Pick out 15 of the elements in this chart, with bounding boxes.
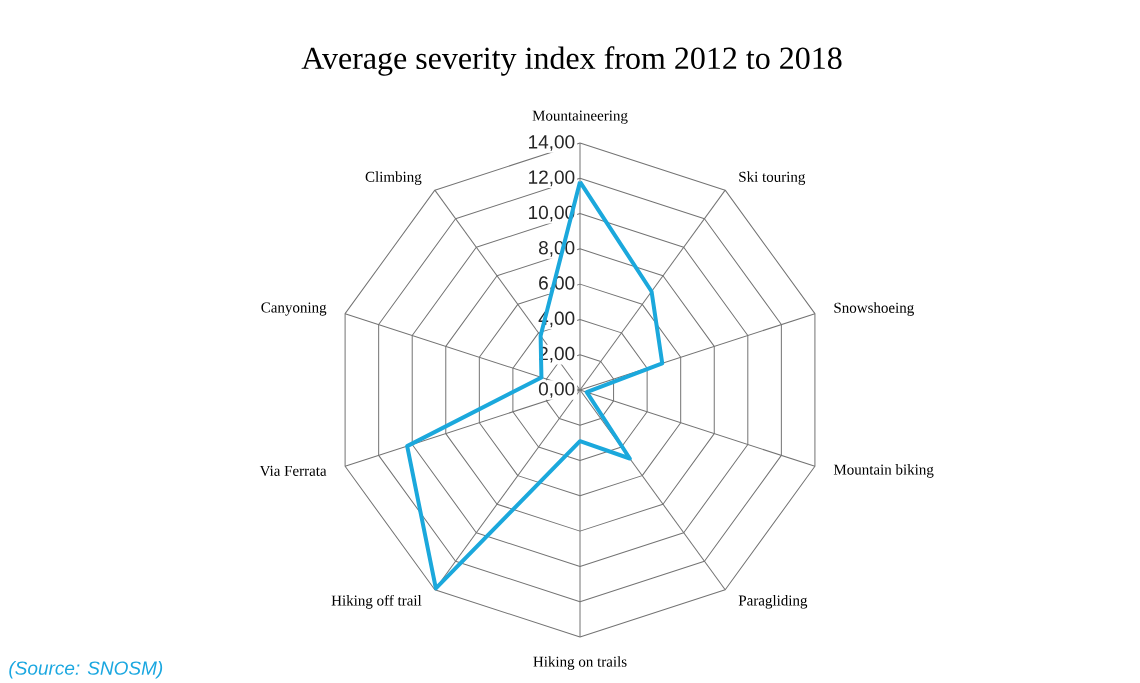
spoke-label: Via Ferrata [259, 465, 327, 476]
chart-title: Average severity index from 2012 to 2018 [301, 46, 842, 76]
spoke-label: Hiking on trails [533, 656, 627, 670]
y-tick-label: 14,00 [529, 135, 575, 151]
text: (Source: SNOSM) [9, 660, 163, 679]
y-tick-label: 12,00 [529, 170, 575, 187]
spoke-label: Mountaineering [532, 110, 628, 124]
spoke-label: Mountain biking [833, 464, 934, 478]
spoke-label: Canyoning [261, 302, 327, 316]
spoke-label: Ski touring [739, 171, 806, 185]
y-tick-label: 0,00 [538, 382, 575, 398]
spoke-label: Paragliding [738, 594, 808, 609]
spoke-label: Hiking off trail [331, 594, 422, 609]
spoke-label: Climbing [365, 171, 422, 185]
spoke-label: Snowshoeing [834, 302, 914, 316]
